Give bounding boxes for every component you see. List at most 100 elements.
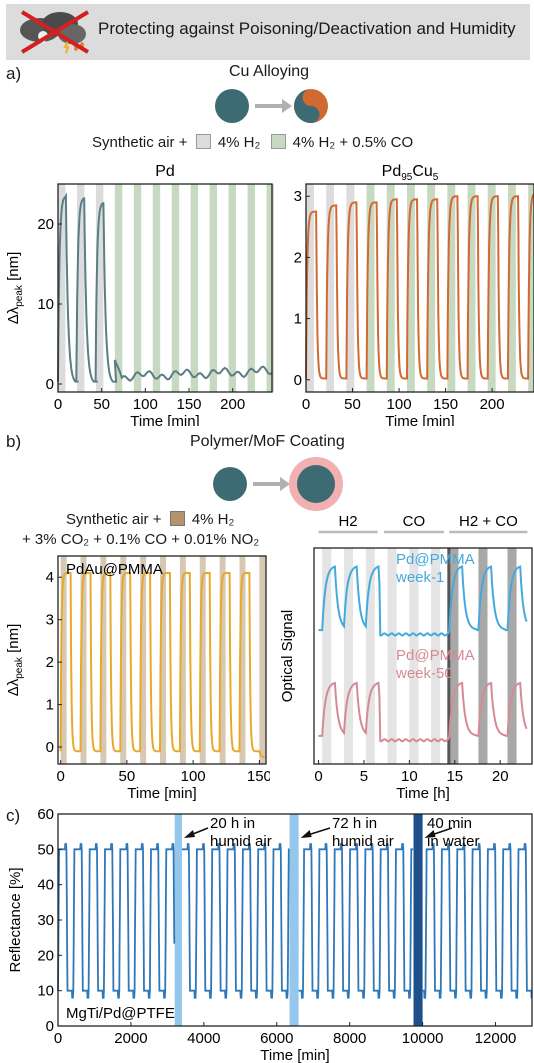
x-tick-label: 20 (492, 768, 509, 785)
plot-frame (305, 183, 534, 393)
x-tick-label: 150 (247, 768, 270, 785)
co-band (228, 184, 237, 392)
x-tick-label: 100 (387, 396, 412, 413)
panel-b-title: Polymer/MoF Coating (190, 433, 345, 450)
x-tick-label: 10 (401, 768, 418, 785)
series-label: Pd@PMMA (396, 551, 475, 568)
x-tick-label: 6000 (260, 1030, 293, 1047)
y-tick-label: 30 (37, 912, 54, 929)
x-tick-label: 8000 (333, 1030, 366, 1047)
series-label: Pd@PMMA (396, 647, 475, 664)
co-band (487, 184, 496, 392)
x-axis-label: Time [min] (127, 785, 196, 802)
co-band (114, 184, 123, 392)
panel-b-label: b) (6, 432, 22, 451)
panel-b-legend-line2: + 3% CO₂ + 0.1% CO + 0.01% NO₂ (22, 531, 260, 548)
legend-b-swatch (169, 511, 185, 526)
band-humid-72h (289, 814, 299, 1026)
series-pdcu (305, 193, 534, 380)
legend-h2-label: 4% H₂ (217, 134, 261, 151)
x-tick-label: 50 (119, 768, 136, 785)
cu-alloying-icon (215, 89, 328, 123)
legend-prefix: Synthetic air + (92, 134, 188, 151)
h2-band (199, 556, 206, 764)
x-tick-label: 200 (220, 396, 245, 413)
panel-a-legend: Synthetic air + 4% H₂ 4% H₂ + 0.5% CO (92, 134, 413, 151)
x-tick-label: 15 (446, 768, 463, 785)
x-tick-label: 150 (433, 396, 458, 413)
y-tick-label: 1 (294, 311, 302, 328)
y-tick-label: 2 (294, 249, 302, 266)
plot-frame (313, 547, 533, 765)
header-banner: Protecting against Poisoning/Deactivatio… (6, 4, 530, 60)
x-tick-label: 0 (56, 768, 64, 785)
h2-band (179, 556, 186, 764)
y-tick-label: 60 (37, 808, 54, 823)
h2-band (140, 556, 147, 764)
annotation-text: 40 min (427, 815, 472, 832)
h2-band (306, 184, 314, 392)
header-title: Protecting against Poisoning/Deactivatio… (98, 19, 516, 38)
x-tick-label: 4000 (187, 1030, 220, 1047)
h2-band (76, 184, 85, 392)
series-week50 (318, 681, 528, 743)
x-axis-label: Time [min] (130, 413, 199, 426)
plot-frame (57, 183, 273, 393)
annotation-arrowhead (424, 830, 436, 838)
co-band (247, 184, 255, 392)
co-band (266, 184, 274, 392)
chart-mgti: 0 2000 4000 6000 8000 10000 12000 0 10 20 30 40 50 60… (7, 808, 533, 1063)
x-tick-label: 0 (54, 396, 62, 413)
y-tick-label: 1 (46, 697, 54, 714)
co-start-marker (447, 548, 451, 764)
y-tick-label: 2 (46, 654, 54, 671)
y-tick-label: 40 (37, 877, 54, 894)
co-band (528, 184, 534, 392)
series-week1 (318, 564, 528, 637)
chart-pdcu: 0 50 100 150 200 0 1 2 3 Time [min] Pd95Cu5 (294, 163, 534, 426)
annotation-text: humid air (210, 833, 272, 850)
co-band (386, 184, 395, 392)
x-axis-label: Time [min] (260, 1047, 329, 1063)
x-tick-label: 10000 (402, 1030, 444, 1047)
co-band (467, 184, 476, 392)
h2-band (346, 184, 355, 392)
co-band (133, 184, 142, 392)
y-axis-label: Δλpeak [nm] (5, 624, 25, 697)
annotation-text: 72 h in (332, 815, 377, 832)
sample-annotation: MgTi/Pd@PTFE (66, 1005, 175, 1022)
x-tick-label: 100 (133, 396, 158, 413)
h2-band (326, 184, 335, 392)
h2-band (80, 556, 87, 764)
x-tick-label: 0 (302, 396, 310, 413)
chart-pdau: 0 50 100 150 0 1 2 3 4 Time [min] PdAu@PMMA Δλpeak … (5, 555, 270, 802)
panel-a-title: Cu Alloying (229, 63, 310, 80)
y-axis-label: Reflectance [%] (7, 867, 24, 972)
h2-band (160, 556, 166, 764)
pulse-band (322, 548, 332, 764)
h2-band (100, 556, 107, 764)
pulse-band (478, 548, 488, 764)
pulse-band (387, 548, 397, 764)
x-tick-label: 0 (54, 1030, 62, 1047)
legend-h2-swatch (195, 134, 211, 149)
pulse-band (365, 548, 375, 764)
co-band (152, 184, 161, 392)
co-band (427, 184, 436, 392)
x-tick-label: 12000 (475, 1030, 517, 1047)
segment-label: CO (403, 513, 426, 530)
h2-band (58, 184, 66, 392)
pulse-band (449, 548, 459, 764)
x-tick-label: 100 (181, 768, 206, 785)
x-tick-label: 150 (177, 396, 202, 413)
coating-icon (213, 457, 343, 511)
chart-title: Pd95Cu5 (382, 163, 439, 183)
h2-band (239, 556, 246, 764)
legend-co-swatch (270, 134, 286, 149)
y-tick-label: 20 (37, 947, 54, 964)
legend-b-prefix: Synthetic air + (66, 511, 162, 528)
series-reflectance (57, 843, 176, 999)
h2-band (120, 556, 127, 764)
series-pd (57, 192, 273, 383)
